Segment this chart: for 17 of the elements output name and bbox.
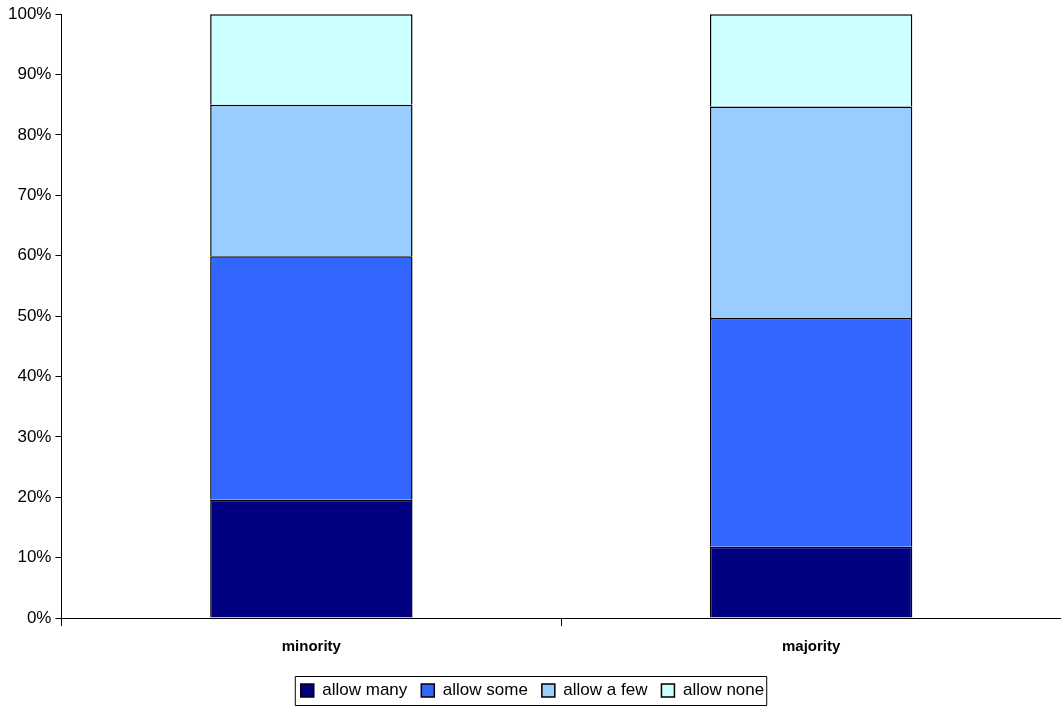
y-tick-label: 60% — [17, 245, 52, 265]
y-tick-label: 70% — [17, 185, 52, 205]
x-tick-label: majority — [781, 637, 841, 655]
y-tick-label: 0% — [26, 607, 52, 627]
legend-label: allow a few — [563, 680, 649, 700]
legend-label: allow many — [322, 680, 408, 700]
y-tick-label: 10% — [17, 547, 52, 567]
legend-label: allow none — [682, 680, 765, 700]
y-tick-label: 80% — [17, 124, 52, 144]
x-tick-label: minority — [281, 637, 342, 655]
y-tick-label: 30% — [17, 426, 52, 446]
y-tick-label: 90% — [17, 64, 52, 84]
y-tick-label: 50% — [17, 305, 52, 325]
y-tick-label: 100% — [8, 3, 52, 23]
legend-label: allow some — [442, 680, 528, 700]
y-tick-label: 20% — [17, 486, 52, 506]
y-tick-label: 40% — [17, 366, 52, 386]
